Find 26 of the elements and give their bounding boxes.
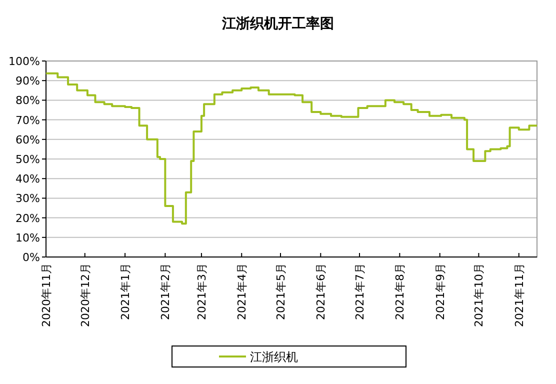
x-tick-label: 2021年5月 <box>274 263 288 320</box>
y-tick-label: 90% <box>16 74 40 88</box>
x-tick-label: 2021年1月 <box>119 263 132 320</box>
y-tick-label: 40% <box>16 172 40 186</box>
x-tick-label: 2021年6月 <box>314 263 328 320</box>
y-tick-label: 0% <box>22 251 40 264</box>
legend-label: 江浙织机 <box>250 350 298 364</box>
chart-title: 江浙织机开工率图 <box>221 15 334 32</box>
y-tick-label: 80% <box>16 94 40 108</box>
y-tick-label: 100% <box>8 55 40 68</box>
x-tick-label: 2021年2月 <box>159 263 172 320</box>
x-tick-label: 2021年3月 <box>195 263 208 320</box>
y-tick-label: 30% <box>16 192 40 206</box>
x-tick-label: 2021年4月 <box>236 263 249 320</box>
y-tick-label: 70% <box>16 114 40 127</box>
x-tick-label: 2021年8月 <box>394 263 407 320</box>
x-tick-label: 2021年10月 <box>472 263 486 327</box>
x-tick-label: 2021年11月 <box>512 263 526 327</box>
x-tick-label: 2021年7月 <box>354 263 367 320</box>
x-tick-label: 2021年9月 <box>434 263 447 320</box>
y-tick-label: 60% <box>16 133 40 146</box>
x-tick-label: 2020年12月 <box>78 263 92 327</box>
y-tick-label: 20% <box>16 212 40 225</box>
x-tick-label: 2020年11月 <box>40 263 53 327</box>
y-tick-label: 10% <box>16 231 40 244</box>
y-tick-label: 50% <box>16 153 40 166</box>
